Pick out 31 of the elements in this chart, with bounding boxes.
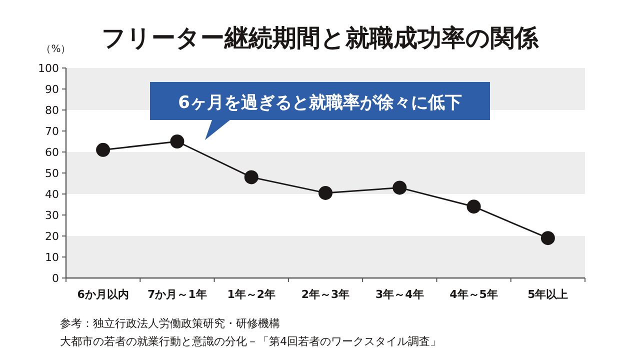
y-tick-label: 80 bbox=[45, 104, 59, 117]
point bbox=[96, 142, 110, 157]
point bbox=[466, 200, 481, 214]
y-axis-title: （%） bbox=[41, 44, 71, 55]
y-tick-label: 70 bbox=[45, 125, 59, 138]
x-tick-label: 4年～5年 bbox=[450, 288, 498, 301]
x-tick-label: 5年以上 bbox=[528, 288, 568, 301]
x-tick-label: 7か月～1年 bbox=[148, 288, 207, 301]
x-tick-label: 6か月以内 bbox=[77, 288, 129, 301]
y-tick-label: 90 bbox=[45, 83, 59, 96]
text: 参考：独立行政法人労働政策研究・研修機構 bbox=[60, 317, 280, 330]
point bbox=[540, 231, 555, 246]
y-tick-label: 0 bbox=[52, 272, 59, 285]
y-tick-label: 40 bbox=[45, 188, 59, 201]
x-tick-label: 1年～2年 bbox=[227, 288, 276, 301]
point bbox=[170, 134, 184, 148]
callout: 6ヶ月を過ぎると就職率が徐々に低下 bbox=[150, 82, 490, 140]
y-tick-label: 60 bbox=[45, 146, 59, 159]
x-tick-label: 2年～3年 bbox=[301, 288, 350, 301]
text: 大都市の若者の就業行動と意識の分化－「第4回若者のワークスタイル調査」 bbox=[60, 335, 441, 348]
y-tick-label: 100 bbox=[38, 62, 59, 75]
point bbox=[392, 180, 407, 195]
chart-title: フリーター継続期間と就職成功率の関係 bbox=[102, 24, 540, 52]
x-tick-label: 3年～4年 bbox=[375, 288, 424, 301]
y-tick-label: 10 bbox=[45, 251, 59, 264]
y-tick-label: 30 bbox=[45, 209, 59, 222]
y-tick-label: 20 bbox=[45, 230, 59, 243]
annotation: 6ヶ月を過ぎると就職率が徐々に低下 bbox=[178, 93, 462, 113]
point bbox=[318, 186, 332, 200]
point bbox=[244, 170, 258, 184]
y-tick-label: 50 bbox=[45, 167, 59, 180]
